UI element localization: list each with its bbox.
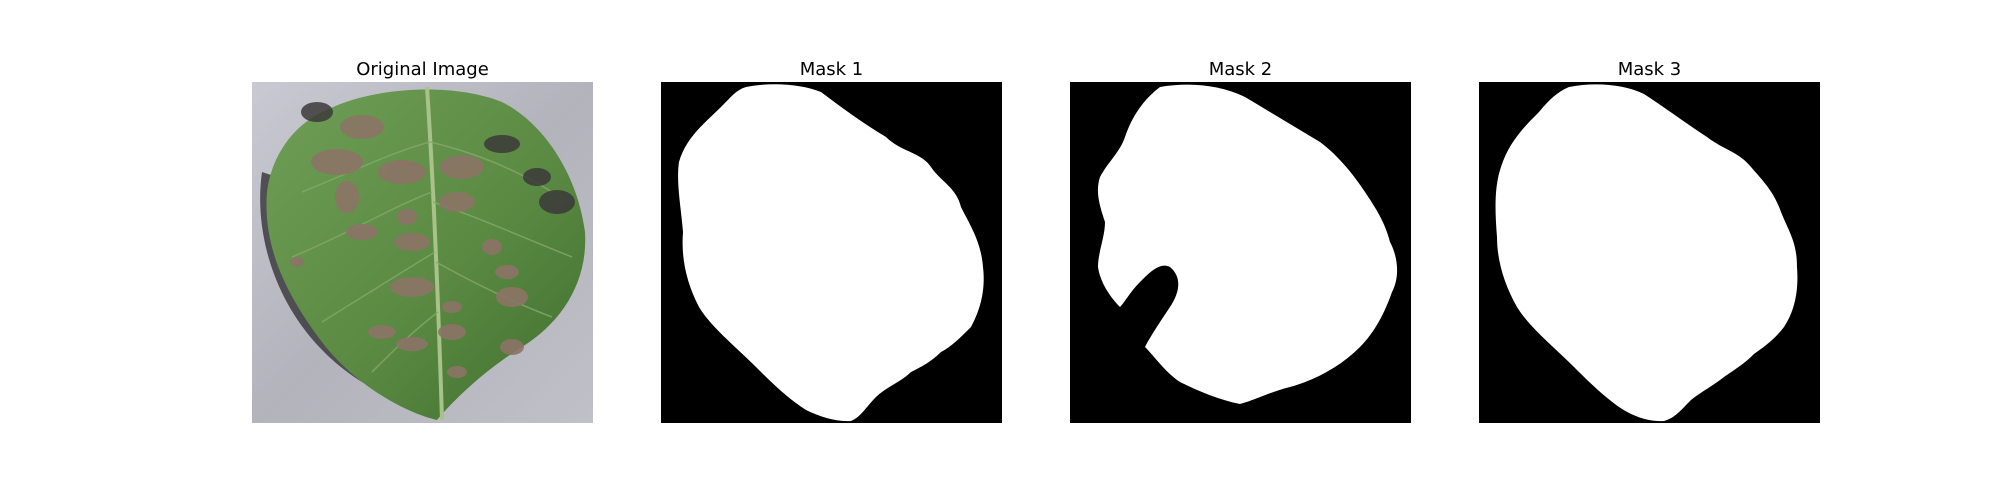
panel-title: Mask 2 bbox=[1208, 59, 1273, 80]
leaf-photo bbox=[252, 82, 593, 423]
leaf-midrib bbox=[425, 86, 444, 421]
mask-region bbox=[1097, 84, 1398, 404]
panel-mask-3: Mask 3 bbox=[1479, 59, 1820, 423]
panel-mask-1: Mask 1 bbox=[661, 59, 1002, 423]
mask-1-image bbox=[661, 82, 1002, 423]
panel-title: Mask 3 bbox=[1617, 59, 1682, 80]
panel-title: Original Image bbox=[356, 59, 489, 80]
mask-region bbox=[678, 84, 984, 422]
panel-original: Original Image bbox=[252, 59, 593, 423]
panel-title: Mask 1 bbox=[799, 59, 864, 80]
dark-spots bbox=[301, 102, 575, 214]
mask-3-image bbox=[1479, 82, 1820, 423]
mask-region bbox=[1495, 84, 1798, 422]
panel-mask-2: Mask 2 bbox=[1070, 59, 1411, 423]
mask-2-image bbox=[1070, 82, 1411, 423]
disease-spots bbox=[290, 115, 528, 378]
